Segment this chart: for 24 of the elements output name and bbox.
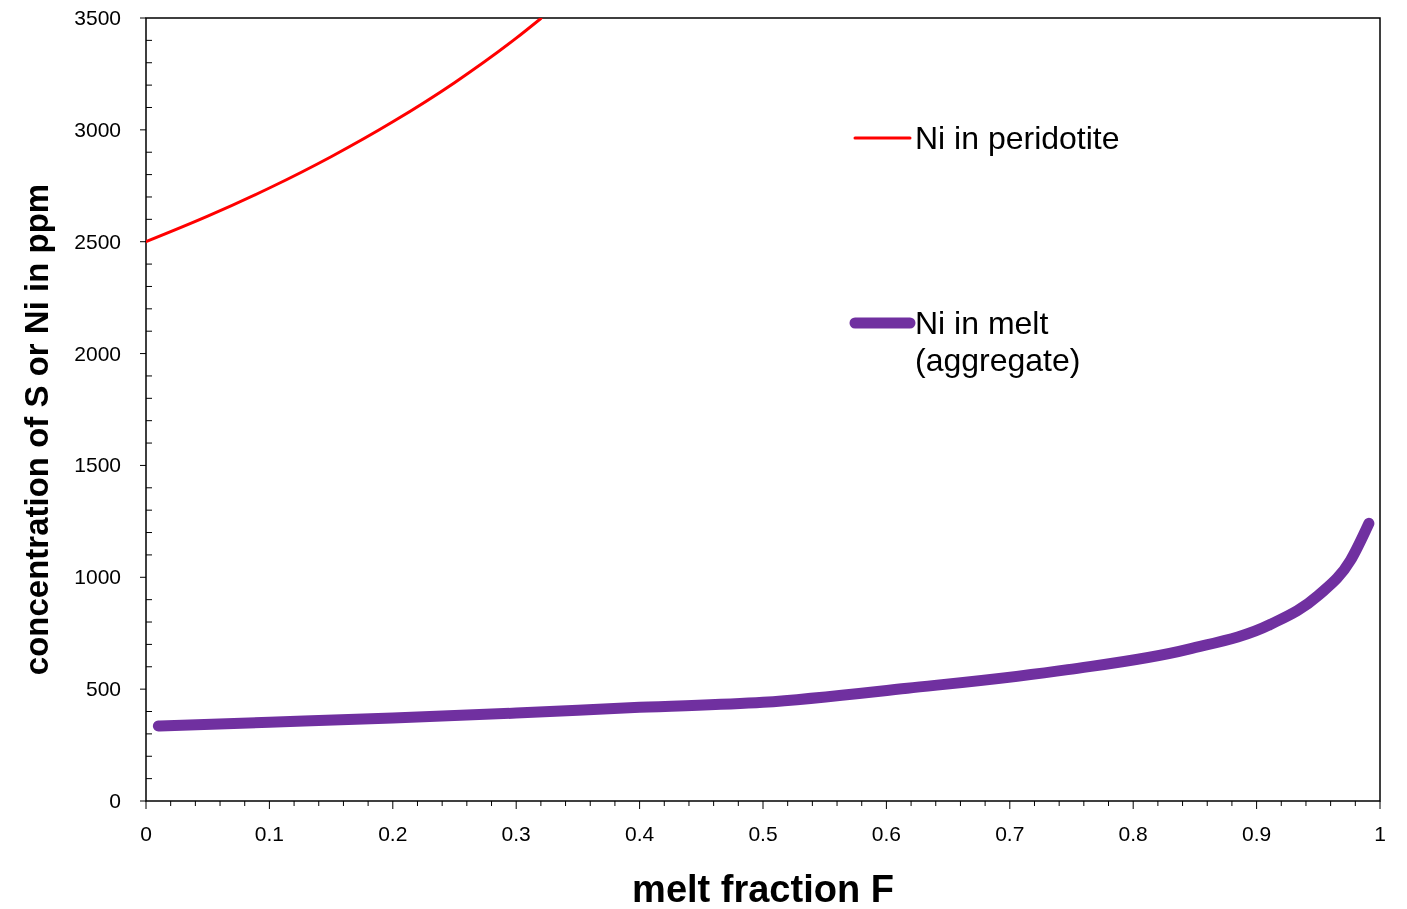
line-series [146,18,543,244]
y-tick-label: 3500 [74,6,121,29]
y-tick-label: 1000 [74,565,121,589]
x-tick-label: 0.5 [748,822,778,845]
legend-label: Ni in peridotite [915,120,1120,156]
x-tick-label: 0.1 [254,822,284,845]
x-tick-label: 0.3 [501,822,531,845]
x-tick-label: 0.2 [378,822,408,845]
y-tick-label: 0 [109,789,121,812]
x-tick-label: 0.8 [1118,822,1148,845]
x-tick-label: 0.7 [995,822,1025,845]
x-tick-label: 0.4 [625,822,655,845]
x-tick-label: 0.9 [1242,822,1272,845]
x-tick-label: 0.6 [871,822,901,845]
x-axis-title: melt fraction F [632,868,894,909]
legend-label: Ni in melt (aggregate) [915,305,1081,378]
y-tick-label: 2000 [74,341,121,365]
x-tick-label: 1 [1374,822,1386,845]
y-tick-label: 1500 [74,453,121,477]
x-tick-label: 0 [140,822,152,845]
y-tick-label: 3000 [74,117,121,141]
y-tick-label: 500 [85,677,121,701]
y-tick-label: 2500 [74,229,121,253]
y-axis-title: concentration of S or Ni in ppm [18,183,55,676]
